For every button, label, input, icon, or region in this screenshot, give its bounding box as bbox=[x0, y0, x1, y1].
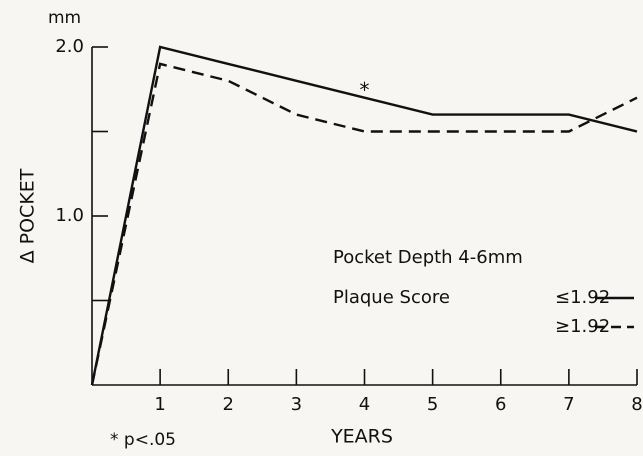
x-tick-label: 7 bbox=[563, 394, 574, 415]
legend-label: ≥1.92 bbox=[555, 316, 610, 337]
x-tick-label: 1 bbox=[154, 394, 165, 415]
footnote: * p<.05 bbox=[110, 430, 176, 450]
line bbox=[90, 62, 638, 386]
y-axis-label: Δ POCKET bbox=[17, 168, 39, 263]
x-tick-label: 8 bbox=[631, 394, 642, 415]
x-tick-label: 3 bbox=[291, 394, 302, 415]
line bbox=[90, 45, 638, 386]
x-tick-label: 4 bbox=[359, 394, 370, 415]
legend-title: Pocket Depth 4-6mm bbox=[333, 247, 523, 268]
legend-title: Plaque Score bbox=[333, 287, 450, 308]
annotation: * bbox=[360, 78, 370, 102]
unit-label: mm bbox=[48, 8, 81, 28]
x-tick-label: 5 bbox=[427, 394, 438, 415]
x-tick-label: 2 bbox=[223, 394, 234, 415]
y-tick-label: 2.0 bbox=[55, 36, 84, 57]
y-tick-label: 1.0 bbox=[55, 205, 84, 226]
legend-label: ≤1.92 bbox=[555, 287, 610, 308]
x-axis-label: YEARS bbox=[330, 426, 393, 448]
x-tick-label: 6 bbox=[495, 394, 506, 415]
